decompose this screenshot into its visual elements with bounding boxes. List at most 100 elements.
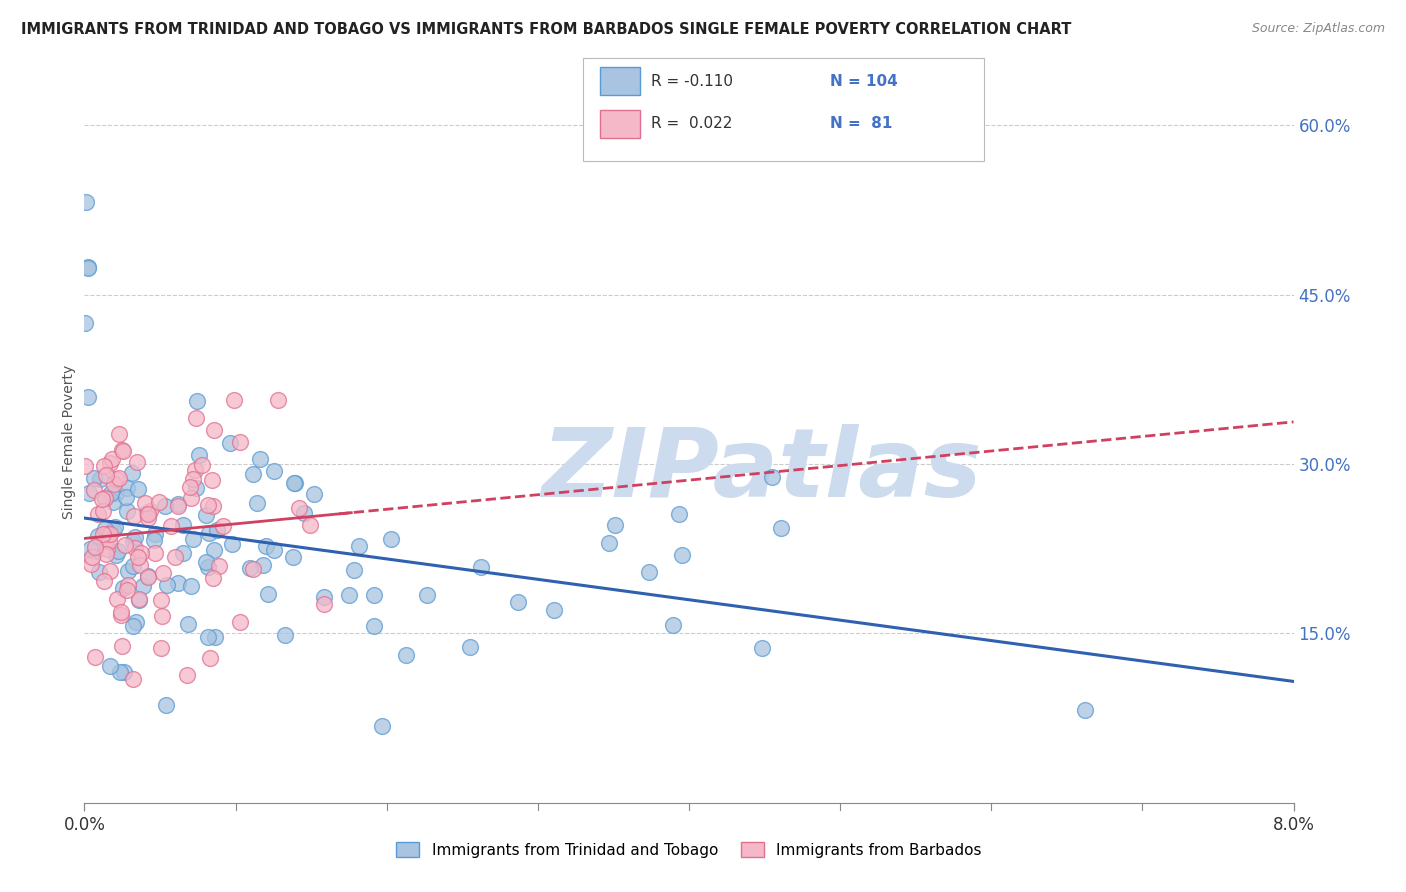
Legend: Immigrants from Trinidad and Tobago, Immigrants from Barbados: Immigrants from Trinidad and Tobago, Imm… — [391, 836, 987, 863]
Point — [100, 456, 122, 470]
Point — [343, 562, 366, 576]
Point — [101, 495, 124, 509]
Point — [136, 568, 159, 582]
Point — [304, 487, 326, 501]
Point — [186, 393, 208, 408]
Point — [122, 534, 145, 549]
Point — [96, 547, 118, 561]
Point — [202, 543, 225, 558]
Point — [90, 491, 112, 506]
Point — [598, 536, 620, 550]
Point — [263, 464, 285, 478]
Point — [127, 549, 149, 564]
Point — [82, 550, 104, 565]
Point — [83, 471, 105, 485]
Point — [98, 564, 121, 578]
Point — [128, 593, 150, 607]
Point — [218, 436, 240, 450]
Point — [153, 499, 176, 513]
Point — [96, 542, 118, 557]
Point — [194, 555, 217, 569]
Point — [242, 562, 264, 576]
Point — [239, 560, 262, 574]
Point — [103, 477, 125, 491]
Point — [89, 472, 111, 486]
Point — [363, 588, 385, 602]
Point — [87, 565, 110, 579]
Point — [143, 526, 166, 541]
Point — [312, 597, 335, 611]
Point — [543, 602, 565, 616]
Point — [163, 550, 186, 565]
Point — [104, 548, 127, 562]
Point — [180, 491, 202, 505]
Point — [84, 650, 107, 665]
Point — [242, 467, 264, 482]
Point — [155, 698, 177, 712]
Point — [84, 540, 107, 554]
Point — [84, 543, 107, 558]
Point — [191, 458, 214, 473]
Point — [167, 576, 190, 591]
Point — [201, 571, 224, 585]
Point — [172, 518, 194, 533]
Point — [124, 530, 146, 544]
Point — [751, 641, 773, 656]
Point — [416, 588, 439, 602]
Point — [121, 466, 143, 480]
Point — [770, 521, 793, 535]
Point — [152, 566, 174, 581]
Point — [1074, 703, 1097, 717]
Point — [115, 490, 138, 504]
Point — [668, 507, 690, 521]
Point — [104, 472, 127, 486]
Point — [139, 504, 162, 518]
Point — [115, 503, 138, 517]
Point — [100, 526, 122, 541]
Point — [115, 582, 138, 597]
Point — [283, 476, 305, 491]
Point — [292, 507, 315, 521]
Point — [96, 532, 118, 546]
Point — [363, 619, 385, 633]
Point — [197, 560, 219, 574]
Point — [108, 427, 131, 442]
Point — [73, 316, 96, 330]
Point — [128, 558, 150, 573]
Y-axis label: Single Female Poverty: Single Female Poverty — [62, 365, 76, 518]
Point — [122, 508, 145, 523]
Point — [121, 558, 143, 573]
Point — [337, 588, 360, 602]
Point — [184, 462, 207, 476]
Point — [167, 499, 190, 513]
Point — [111, 639, 134, 653]
Point — [122, 672, 145, 686]
Point — [180, 579, 202, 593]
Point — [124, 541, 146, 555]
Point — [186, 481, 208, 495]
Point — [197, 499, 219, 513]
Point — [249, 452, 271, 467]
Point — [204, 423, 226, 437]
Point — [149, 641, 172, 656]
Point — [93, 574, 115, 589]
Point — [117, 577, 139, 591]
Point — [458, 640, 481, 654]
Point — [198, 525, 221, 540]
Text: Source: ZipAtlas.com: Source: ZipAtlas.com — [1251, 22, 1385, 36]
Point — [76, 260, 98, 274]
Point — [101, 452, 124, 467]
Point — [246, 496, 269, 510]
Point — [117, 564, 139, 578]
Point — [143, 546, 166, 560]
Point — [470, 560, 492, 574]
Point — [136, 510, 159, 524]
Point — [299, 518, 322, 533]
Point — [156, 578, 179, 592]
Point — [347, 539, 370, 553]
Point — [112, 444, 135, 458]
Point — [83, 483, 105, 497]
Point — [284, 475, 307, 490]
Point — [115, 481, 138, 495]
Point — [76, 261, 98, 276]
